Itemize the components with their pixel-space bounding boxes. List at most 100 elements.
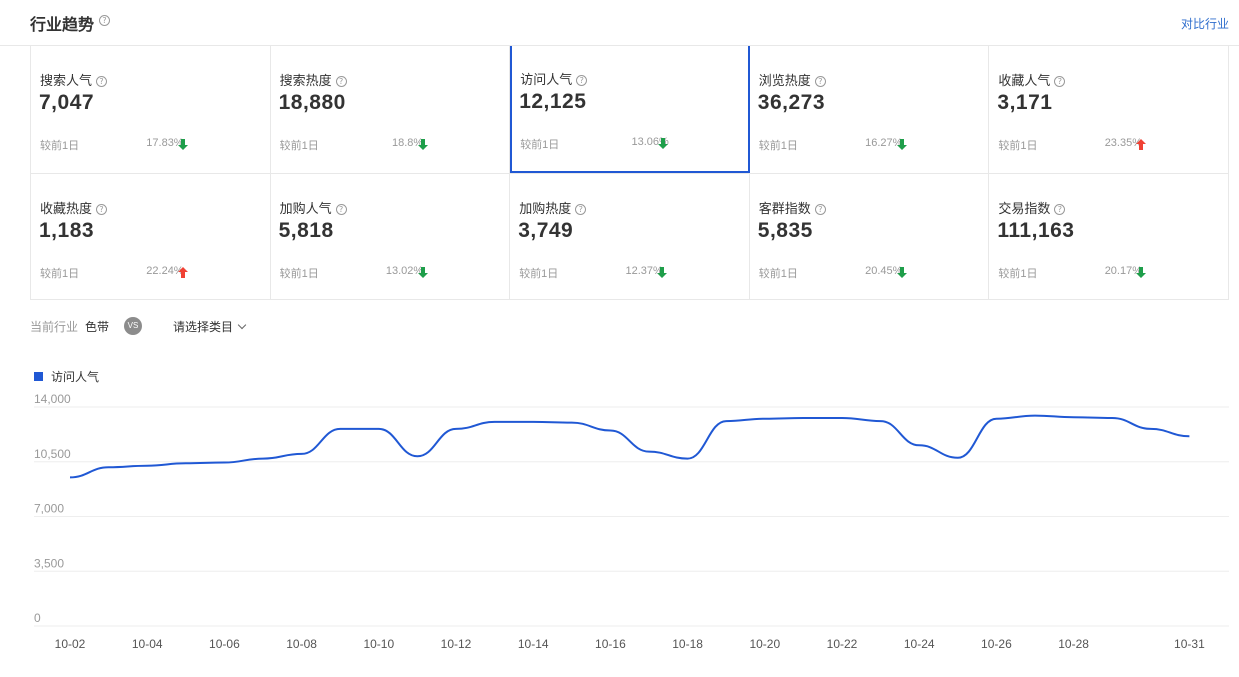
- metric-change-percent: 20.17%: [1104, 265, 1142, 277]
- x-tick-label: 10-28: [1058, 637, 1089, 651]
- metric-compare-label: 较前1日: [40, 268, 80, 280]
- data-point: [376, 426, 382, 432]
- current-industry-value: 色带: [85, 320, 110, 334]
- y-tick-label: 0: [34, 611, 41, 625]
- data-point: [762, 416, 768, 422]
- arrow-down-icon: [658, 138, 669, 149]
- question-circle-icon[interactable]: ?: [1054, 76, 1066, 87]
- data-point: [1109, 415, 1115, 421]
- question-circle-icon[interactable]: ?: [96, 204, 108, 215]
- data-point: [530, 419, 536, 425]
- metric-value: 111,163: [997, 219, 1075, 242]
- chart-legend[interactable]: 访问人气: [34, 368, 99, 385]
- arrow-down-icon: [1136, 267, 1147, 278]
- metric-card[interactable]: 搜索热度? 18,880 较前1日 18.8%: [271, 46, 511, 173]
- data-point: [916, 442, 922, 448]
- y-tick-label: 7,000: [34, 502, 64, 516]
- data-point: [993, 416, 999, 422]
- metric-card[interactable]: 交易指数? 111,163 较前1日 20.17%: [989, 173, 1229, 300]
- metric-compare-label: 较前1日: [519, 268, 559, 280]
- data-point: [337, 426, 343, 432]
- data-point: [414, 453, 420, 459]
- metric-card[interactable]: 访问人气? 12,125 较前1日 13.06%: [510, 46, 750, 173]
- metric-label: 加购人气?: [280, 198, 347, 217]
- x-tick-label: 10-31: [1174, 637, 1205, 651]
- metric-label: 收藏热度?: [40, 198, 108, 217]
- metric-value: 12,125: [519, 90, 587, 113]
- data-point: [723, 418, 729, 424]
- data-point: [955, 455, 961, 461]
- data-point: [260, 456, 266, 462]
- page-header: 行业趋势 ? 对比行业: [0, 0, 1239, 46]
- metric-compare-label: 较前1日: [998, 140, 1038, 152]
- metric-label-text: 交易指数: [998, 201, 1051, 216]
- metric-label-text: 收藏热度: [40, 201, 93, 216]
- category-select[interactable]: 请选择类目: [173, 318, 247, 335]
- page-title: 行业趋势: [30, 17, 95, 34]
- metric-card[interactable]: 浏览热度? 36,273 较前1日 16.27%: [750, 46, 990, 173]
- question-circle-icon[interactable]: ?: [96, 76, 108, 87]
- metric-label: 收藏人气?: [998, 70, 1066, 89]
- metric-label: 搜索人气?: [40, 70, 108, 89]
- metric-label-text: 客群指数: [758, 201, 811, 216]
- data-point: [569, 420, 575, 426]
- data-point: [878, 418, 884, 424]
- arrow-down-icon: [417, 267, 428, 278]
- question-circle-icon[interactable]: ?: [335, 204, 347, 215]
- legend-label: 访问人气: [51, 370, 100, 384]
- question-circle-icon[interactable]: ?: [814, 204, 826, 215]
- metric-label-text: 访问人气: [520, 72, 573, 87]
- arrow-down-icon: [657, 267, 668, 278]
- metric-change-percent: 22.24%: [146, 265, 184, 277]
- metric-value: 5,818: [278, 219, 334, 242]
- metric-change-percent: 23.35%: [1104, 137, 1142, 149]
- metric-compare-label: 较前1日: [998, 268, 1038, 280]
- data-point: [106, 464, 112, 470]
- compare-industry-link[interactable]: 对比行业: [1180, 17, 1229, 31]
- metric-change-percent: 16.27%: [865, 137, 903, 149]
- metric-label: 访问人气?: [520, 69, 588, 88]
- metric-card[interactable]: 收藏热度? 1,183 较前1日 22.24%: [31, 173, 271, 300]
- metric-card[interactable]: 收藏人气? 3,171 较前1日 23.35%: [989, 46, 1229, 173]
- metric-change-percent: 13.02%: [385, 265, 424, 277]
- data-point: [144, 463, 150, 469]
- metric-value: 18,880: [278, 91, 346, 114]
- data-point: [492, 419, 498, 425]
- metric-value: 7,047: [39, 91, 95, 114]
- data-point: [800, 415, 806, 421]
- metric-card[interactable]: 搜索人气? 7,047 较前1日 17.83%: [31, 46, 271, 173]
- question-circle-icon[interactable]: ?: [1054, 204, 1066, 215]
- metric-value: 36,273: [757, 91, 826, 114]
- metric-label-text: 搜索人气: [40, 73, 93, 88]
- question-circle-icon[interactable]: ?: [814, 76, 826, 87]
- x-tick-label: 10-04: [132, 637, 163, 651]
- metric-card[interactable]: 客群指数? 5,835 较前1日 20.45%: [749, 173, 990, 300]
- metric-card[interactable]: 加购热度? 3,749 较前1日 12.37%: [510, 173, 750, 300]
- metric-value: 5,835: [757, 219, 813, 242]
- metric-compare-label: 较前1日: [758, 268, 798, 280]
- arrow-down-icon: [178, 139, 188, 150]
- data-point: [1032, 413, 1038, 419]
- metric-label-text: 加购人气: [279, 201, 332, 216]
- metric-compare-label: 较前1日: [279, 140, 319, 152]
- metric-value: 3,171: [997, 91, 1053, 114]
- data-point: [1071, 414, 1077, 420]
- x-tick-label: 10-14: [518, 637, 549, 651]
- question-circle-icon[interactable]: ?: [575, 204, 587, 215]
- metric-compare-label: 较前1日: [758, 140, 798, 152]
- question-circle-icon[interactable]: ?: [576, 75, 588, 86]
- metric-label-text: 收藏人气: [998, 73, 1051, 88]
- metric-value: 1,183: [39, 219, 95, 242]
- question-circle-icon[interactable]: ?: [99, 15, 110, 26]
- data-point: [453, 426, 459, 432]
- trend-line-chart[interactable]: 0 3,500 7,000 10,500 14,000 10-02 10-04 10-06 10…: [0, 380, 1239, 677]
- x-tick-label: 10-22: [827, 637, 858, 651]
- metric-card[interactable]: 加购人气? 5,818 较前1日 13.02%: [270, 173, 511, 300]
- x-tick-label: 10-24: [904, 637, 935, 651]
- category-select-placeholder: 请选择类目: [173, 320, 234, 334]
- metric-change-percent: 18.8%: [391, 137, 424, 149]
- metric-compare-label: 较前1日: [520, 139, 560, 151]
- question-circle-icon[interactable]: ?: [335, 76, 347, 87]
- x-tick-label: 10-06: [209, 637, 240, 651]
- metric-label: 客群指数?: [759, 198, 826, 217]
